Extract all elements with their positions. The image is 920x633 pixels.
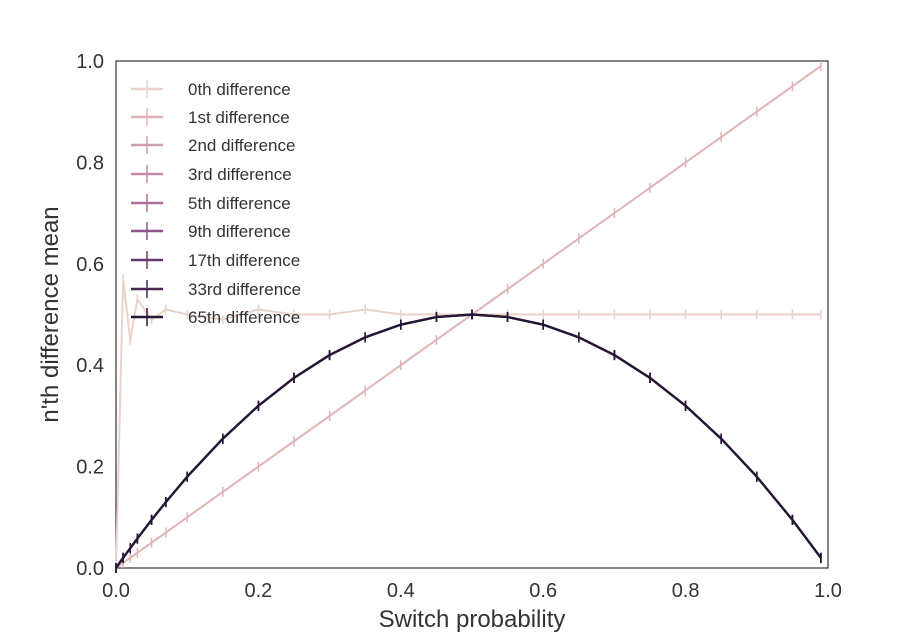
x-axis-title: Switch probability xyxy=(379,606,566,633)
legend-label: 0th difference xyxy=(188,80,291,99)
y-tick-label: 0.8 xyxy=(76,152,104,174)
series-layer xyxy=(115,61,822,573)
legend-label: 65th difference xyxy=(188,308,300,327)
y-tick-label: 1.0 xyxy=(76,51,104,73)
legend-label: 3rd difference xyxy=(188,165,292,184)
y-tick-label: 0.4 xyxy=(76,355,104,377)
legend-label: 5th difference xyxy=(188,194,291,213)
legend-entry: 5th difference xyxy=(131,194,291,213)
x-tick-labels: 0.0 0.2 0.4 0.6 0.8 1.0 xyxy=(102,580,842,602)
series-group xyxy=(115,61,822,573)
x-tick-label: 0.4 xyxy=(387,580,415,602)
x-tick-label: 0.6 xyxy=(529,580,557,602)
y-axis-title: n'th difference mean xyxy=(37,206,64,422)
y-tick-label: 0.6 xyxy=(76,254,104,276)
y-tick-label: 0.2 xyxy=(76,457,104,479)
legend-label: 9th difference xyxy=(188,222,291,241)
legend-label: 1st difference xyxy=(188,108,290,127)
legend-entry: 2nd difference xyxy=(131,136,295,155)
legend-entry: 3rd difference xyxy=(131,165,292,184)
x-tick-label: 0.2 xyxy=(244,580,272,602)
x-tick-label: 0.8 xyxy=(672,580,700,602)
y-tick-labels: 0.0 0.2 0.4 0.6 0.8 1.0 xyxy=(76,51,104,580)
y-tick-label: 0.0 xyxy=(76,558,104,580)
legend-entry: 65th difference xyxy=(131,308,300,327)
x-tick-label: 1.0 xyxy=(814,580,842,602)
legend-entry: 0th difference xyxy=(131,80,291,99)
series-group xyxy=(115,274,822,573)
legend: 0th difference 1st difference 2nd differ… xyxy=(131,80,301,327)
legend-entry: 1st difference xyxy=(131,108,290,127)
legend-label: 2nd difference xyxy=(188,136,295,155)
legend-label: 17th difference xyxy=(188,251,300,270)
legend-label: 33rd difference xyxy=(188,280,301,299)
x-tick-label: 0.0 xyxy=(102,580,130,602)
series-group xyxy=(115,309,822,573)
legend-entry: 9th difference xyxy=(131,222,291,241)
legend-entry: 17th difference xyxy=(131,251,300,270)
legend-entry: 33rd difference xyxy=(131,280,301,299)
